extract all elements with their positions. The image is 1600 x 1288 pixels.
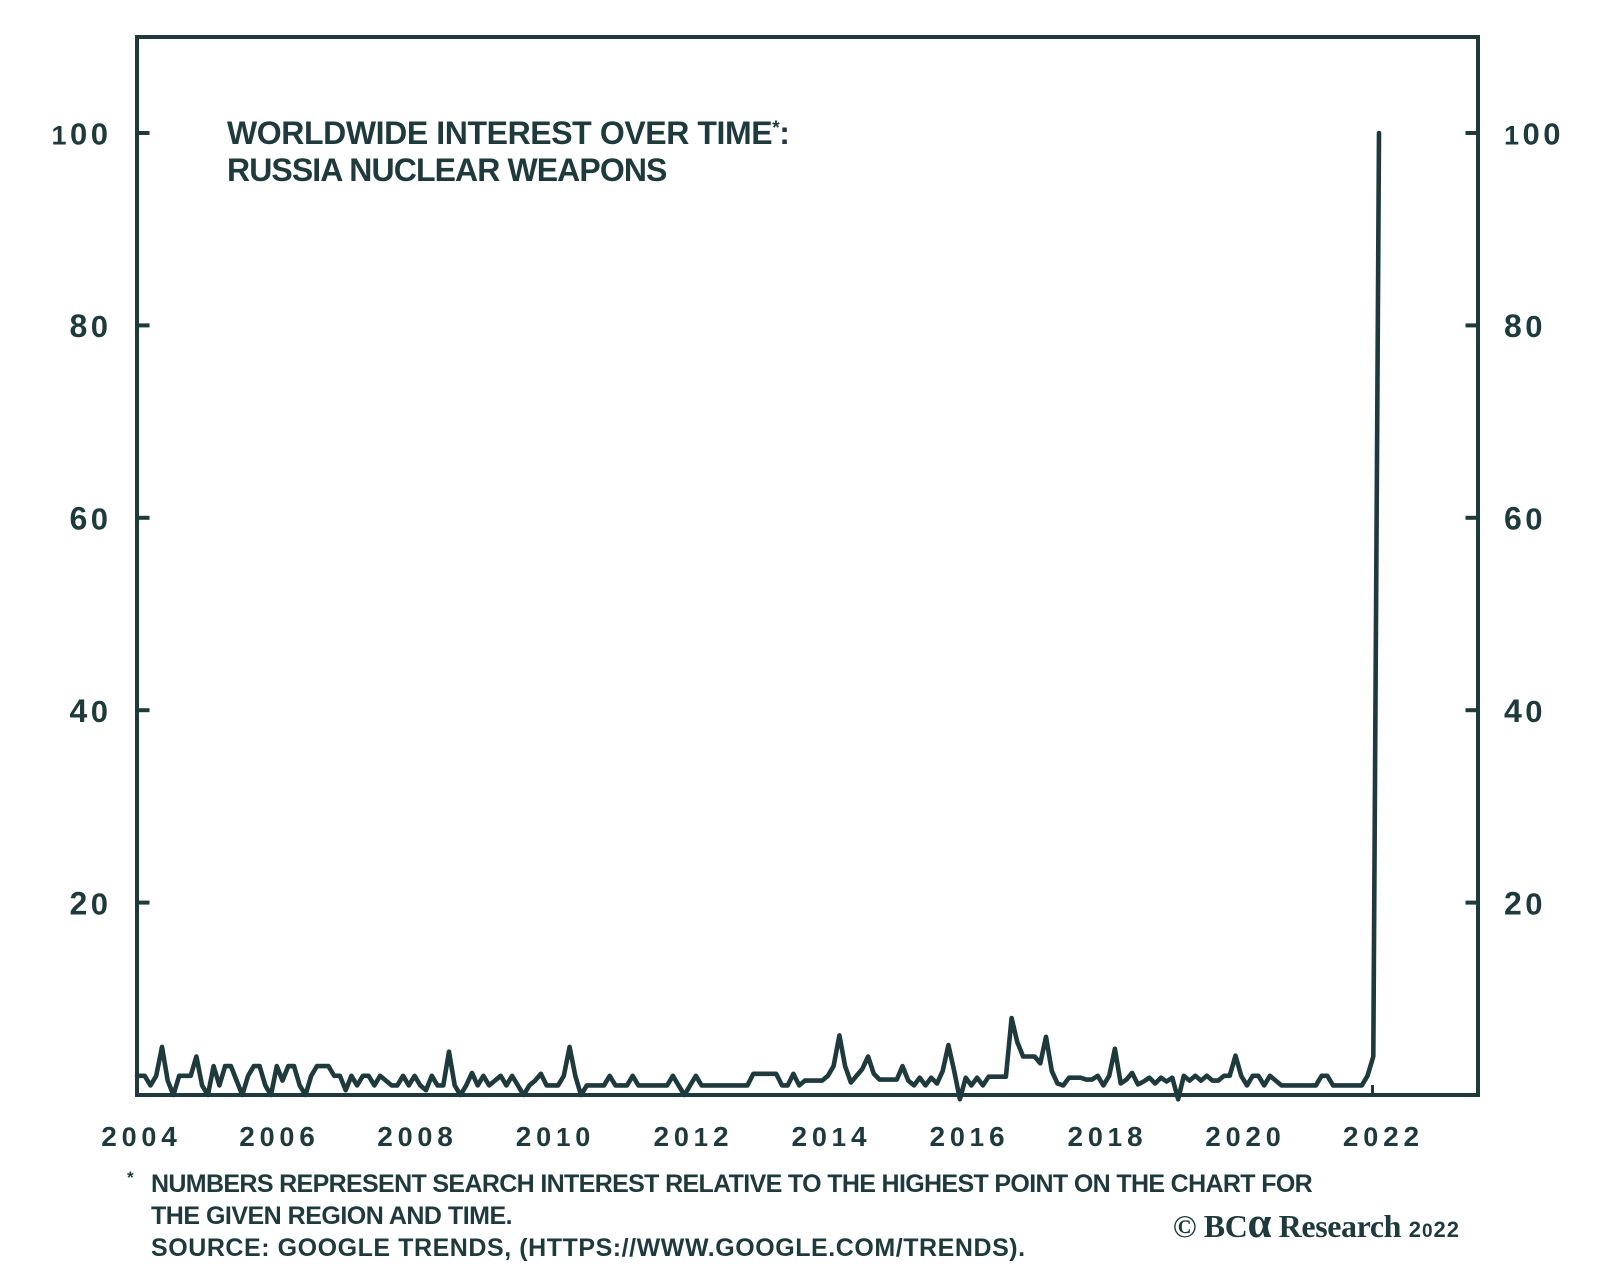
svg-text:2008: 2008 — [377, 1121, 457, 1152]
svg-text:60: 60 — [1504, 501, 1546, 537]
svg-text:NUMBERS REPRESENT SEARCH INTER: NUMBERS REPRESENT SEARCH INTEREST RELATI… — [151, 1170, 1313, 1198]
svg-text:40: 40 — [1504, 693, 1546, 729]
svg-text:2006: 2006 — [239, 1121, 319, 1152]
svg-text:2022: 2022 — [1343, 1121, 1424, 1152]
svg-text:2018: 2018 — [1067, 1121, 1147, 1152]
svg-text:100: 100 — [1504, 117, 1564, 152]
svg-text:2004: 2004 — [101, 1121, 181, 1152]
svg-text:2010: 2010 — [516, 1121, 595, 1152]
svg-text:2012: 2012 — [653, 1121, 733, 1152]
svg-text:*: * — [127, 1168, 134, 1187]
svg-text:40: 40 — [69, 693, 111, 729]
svg-text:SOURCE: GOOGLE TRENDS, (HTTPS:: SOURCE: GOOGLE TRENDS, (HTTPS://WWW.GOOG… — [151, 1234, 1026, 1262]
svg-text:2020: 2020 — [1205, 1121, 1285, 1152]
svg-text:20: 20 — [69, 885, 111, 921]
svg-text:2016: 2016 — [929, 1121, 1009, 1152]
svg-text:WORLDWIDE INTEREST OVER TIME*:: WORLDWIDE INTEREST OVER TIME*: — [227, 115, 790, 151]
svg-text:20: 20 — [1504, 885, 1546, 921]
svg-text:100: 100 — [51, 117, 111, 152]
svg-text:RUSSIA NUCLEAR WEAPONS: RUSSIA NUCLEAR WEAPONS — [227, 152, 667, 188]
svg-text:THE GIVEN REGION AND TIME.: THE GIVEN REGION AND TIME. — [151, 1202, 512, 1230]
svg-text:60: 60 — [69, 501, 111, 537]
svg-text:80: 80 — [1504, 308, 1546, 344]
svg-text:2014: 2014 — [791, 1121, 871, 1152]
svg-text:80: 80 — [69, 308, 111, 344]
